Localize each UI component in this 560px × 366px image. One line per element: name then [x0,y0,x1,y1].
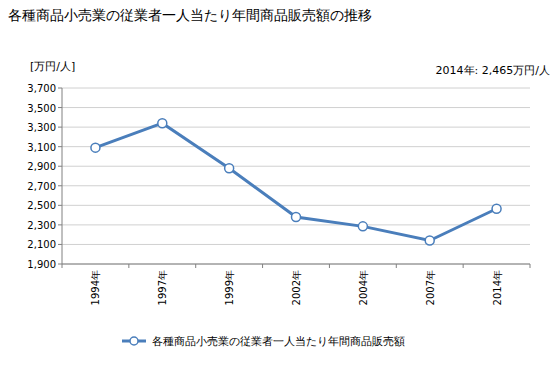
point [425,236,434,245]
y-tick [58,264,62,265]
plot [91,119,501,245]
x-tick-label: 1999年 [224,270,235,305]
point [292,213,301,222]
y-tick [58,224,62,225]
point [91,143,100,152]
annotation: 2014年: 2,465万円/人 [436,64,550,77]
x-tick [329,264,330,268]
y-tick [58,127,62,128]
y-tick [58,244,62,245]
y-tick-label: 2,700 [27,181,56,192]
line [95,123,496,240]
y-tick [58,205,62,206]
x-tick-label: 2007年 [425,270,436,305]
legend-label: 各種商品小売業の従業者一人当たり年間商品販売額 [152,335,405,348]
x-tick-label: 2002年 [291,270,302,305]
x-axis [62,264,530,265]
y-tick [58,166,62,167]
y-label: [万円/人] [30,60,75,73]
y-tick [58,107,62,108]
x-tick [195,264,196,268]
legend-marker [130,337,138,345]
y-tick-label: 3,100 [27,142,56,153]
point [225,164,234,173]
y-tick-label: 2,900 [27,161,56,172]
y-tick-label: 3,700 [27,83,56,94]
grid-line [62,264,530,265]
point [158,119,167,128]
x-tick-label: 1994年 [90,270,101,305]
x-tick [530,264,531,268]
x-tick [62,264,63,268]
x-tick [396,264,397,268]
point [492,204,501,213]
x-tick [262,264,263,268]
y-tick [58,88,62,89]
y-tick-label: 2,500 [27,200,56,211]
grid-line [62,185,530,186]
chart: 各種商品小売業の従業者一人当たり年間商品販売額の推移 [万円/人] 2014年: 2… [0,0,560,366]
y-axis [62,88,63,264]
grid-line [62,244,530,245]
x-tick [128,264,129,268]
y-tick-label: 1,900 [27,259,56,270]
y-tick-label: 3,300 [27,122,56,133]
x-tick-label: 2004年 [358,270,369,305]
grid-line [62,107,530,108]
grid-line [62,205,530,206]
x-tick-label: 1997年 [157,270,168,305]
point [358,222,367,231]
title: 各種商品小売業の従業者一人当たり年間商品販売額の推移 [8,7,372,23]
x-tick [463,264,464,268]
grid-line [62,146,530,147]
y-tick [58,185,62,186]
y-tick-label: 2,100 [27,239,56,250]
grid-line [62,127,530,128]
y-tick [58,146,62,147]
grid-line [62,88,530,89]
grid-line [62,166,530,167]
y-tick-label: 3,500 [27,103,56,114]
x-tick-label: 2014年 [492,270,503,305]
y-tick-label: 2,300 [27,220,56,231]
